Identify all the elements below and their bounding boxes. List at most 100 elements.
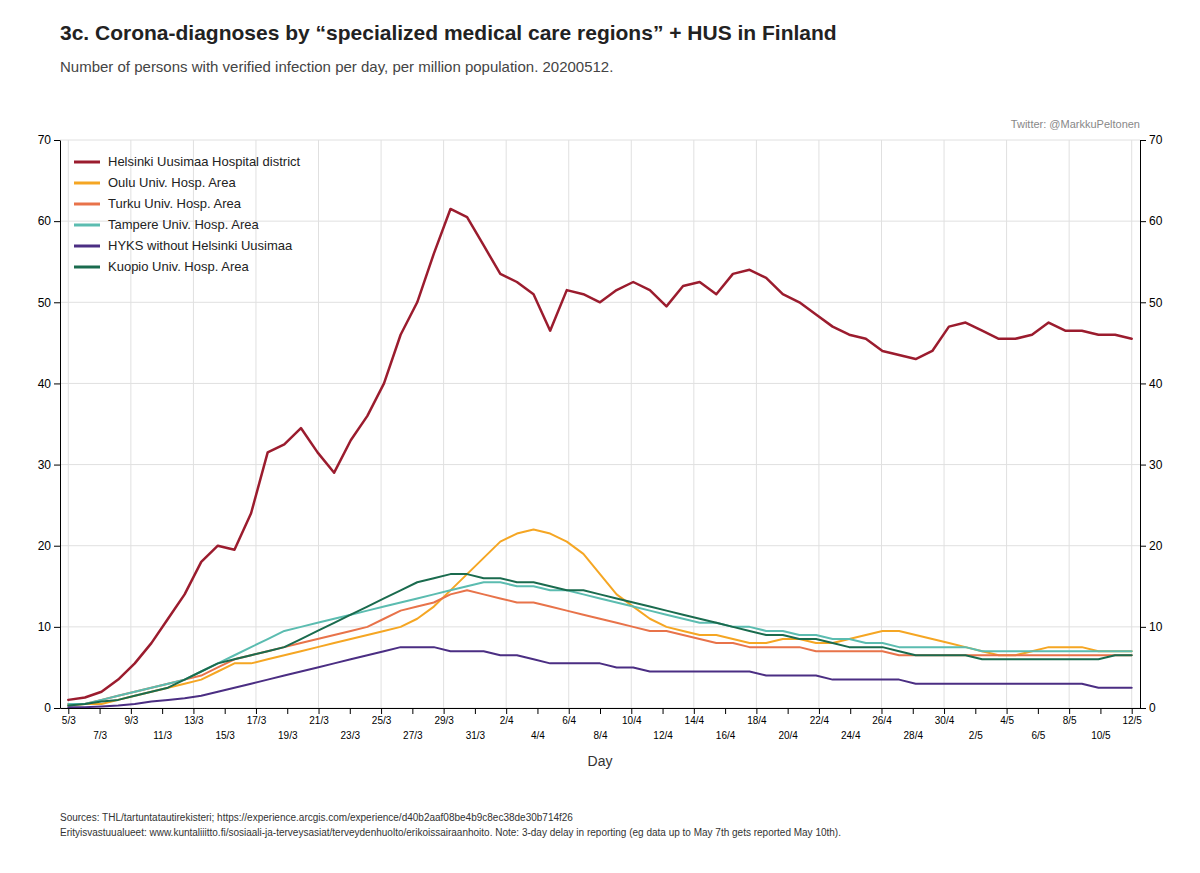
y2-tick-label: 40 — [1149, 377, 1163, 391]
y-tick-mark — [54, 302, 60, 303]
y-tick-mark — [54, 383, 60, 384]
y2-tick: 0 — [1140, 701, 1156, 715]
y-tick: 30 — [38, 458, 60, 472]
y-tick: 20 — [38, 539, 60, 553]
x-tick-mark — [412, 708, 413, 714]
y2-tick-mark — [1140, 465, 1146, 466]
x-tick: 30/4 — [935, 708, 955, 726]
legend-item: Kuopio Univ. Hosp. Area — [74, 259, 249, 274]
x-tick-label: 31/3 — [466, 730, 486, 741]
x-tick-mark — [537, 708, 538, 714]
x-tick: 11/3 — [153, 708, 172, 741]
x-tick: 10/4 — [622, 708, 642, 726]
x-tick: 21/3 — [309, 708, 329, 726]
y2-tick-mark — [1140, 708, 1146, 709]
x-tick: 6/5 — [1031, 708, 1045, 741]
x-tick: 7/3 — [93, 708, 107, 741]
y2-tick-label: 20 — [1149, 539, 1163, 553]
x-tick-label: 16/4 — [716, 730, 736, 741]
x-tick-mark — [68, 708, 69, 714]
x-tick-label: 6/5 — [1031, 730, 1045, 741]
x-tick: 9/3 — [124, 708, 138, 726]
x-tick-mark — [1132, 708, 1133, 714]
x-tick-mark — [162, 708, 163, 714]
chart: 3c. Corona-diagnoses by “specialized med… — [0, 0, 1200, 873]
y2-tick: 40 — [1140, 377, 1163, 391]
x-tick: 19/3 — [278, 708, 298, 741]
x-tick-label: 20/4 — [778, 730, 798, 741]
y2-tick-label: 70 — [1149, 133, 1163, 147]
x-tick-label: 2/4 — [500, 715, 514, 726]
y2-tick: 60 — [1140, 214, 1163, 228]
y2-tick: 30 — [1140, 458, 1163, 472]
y-tick-mark — [54, 546, 60, 547]
y2-tick-mark — [1140, 221, 1146, 222]
grid-line-x — [1069, 140, 1070, 708]
source-note: Sources: THL/tartuntatautirekisteri; htt… — [60, 812, 841, 838]
grid — [60, 140, 1140, 708]
x-tick: 17/3 — [247, 708, 267, 726]
x-tick: 15/3 — [215, 708, 235, 741]
x-tick: 2/4 — [500, 708, 514, 726]
legend-item: HYKS without Helsinki Uusimaa — [74, 238, 293, 253]
y2-axis: 010203040506070 — [1140, 133, 1163, 715]
y2-tick: 20 — [1140, 539, 1163, 553]
x-tick: 22/4 — [810, 708, 830, 726]
x-tick-label: 27/3 — [403, 730, 423, 741]
x-tick-mark — [131, 708, 132, 714]
x-tick: 8/5 — [1063, 708, 1077, 726]
y2-tick-mark — [1140, 140, 1146, 141]
legend-label: Helsinki Uusimaa Hospital district — [108, 154, 301, 169]
x-tick-label: 2/5 — [969, 730, 983, 741]
x-tick-label: 13/3 — [184, 715, 204, 726]
y2-tick-mark — [1140, 383, 1146, 384]
y2-tick: 50 — [1140, 296, 1163, 310]
x-tick-mark — [319, 708, 320, 714]
grid-line-x — [944, 140, 945, 708]
legend-swatch — [74, 203, 100, 206]
y-tick: 10 — [38, 620, 60, 634]
grid-line-y — [60, 626, 1140, 627]
x-tick-mark — [350, 708, 351, 714]
x-tick-label: 12/4 — [653, 730, 673, 741]
source-line: Sources: THL/tartuntatautirekisteri; htt… — [60, 812, 573, 823]
x-tick-mark — [788, 708, 789, 714]
legend-swatch — [74, 266, 100, 269]
x-tick-mark — [475, 708, 476, 714]
y-tick-label: 30 — [38, 458, 52, 472]
grid-line-y — [60, 464, 1140, 465]
y2-tick-label: 50 — [1149, 296, 1163, 310]
grid-line-x — [756, 140, 757, 708]
x-tick-mark — [444, 708, 445, 714]
series-line — [68, 582, 1131, 704]
y-axis-line — [60, 141, 61, 709]
x-tick-label: 23/3 — [341, 730, 361, 741]
grid-line-x — [381, 140, 382, 708]
legend-label: Oulu Univ. Hosp. Area — [108, 175, 236, 190]
series-line — [68, 529, 1131, 705]
y2-tick-label: 30 — [1149, 458, 1163, 472]
y-tick-label: 50 — [38, 296, 52, 310]
x-tick-label: 22/4 — [810, 715, 830, 726]
lines — [68, 209, 1131, 707]
y-tick-label: 40 — [38, 377, 52, 391]
x-axis-title: Day — [588, 753, 613, 769]
x-tick-mark — [694, 708, 695, 714]
y-tick-label: 60 — [38, 214, 52, 228]
y-tick-mark — [54, 465, 60, 466]
y2-tick-label: 0 — [1149, 701, 1156, 715]
x-tick: 31/3 — [466, 708, 486, 741]
x-tick-mark — [756, 708, 757, 714]
x-tick-label: 7/3 — [93, 730, 107, 741]
x-tick: 13/3 — [184, 708, 204, 726]
legend-swatch — [74, 224, 100, 227]
grid-line-x — [506, 140, 507, 708]
y2-tick-mark — [1140, 627, 1146, 628]
y-tick-label: 0 — [44, 701, 51, 715]
legend: Helsinki Uusimaa Hospital district Oulu U… — [74, 154, 301, 274]
legend-item: Helsinki Uusimaa Hospital district — [74, 154, 301, 169]
y-tick-mark — [54, 221, 60, 222]
x-tick-mark — [881, 708, 882, 714]
y-tick: 50 — [38, 296, 60, 310]
x-tick: 18/4 — [747, 708, 767, 726]
